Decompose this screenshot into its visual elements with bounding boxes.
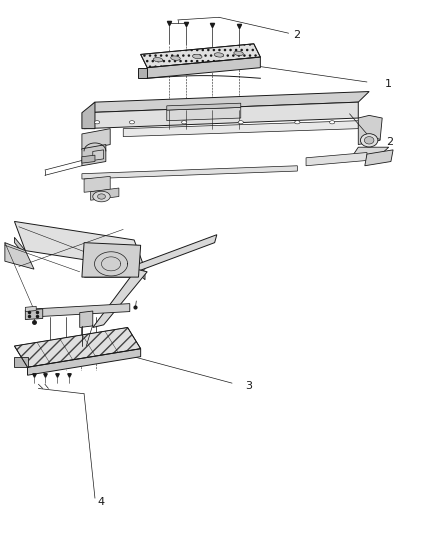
- Polygon shape: [91, 188, 119, 200]
- Polygon shape: [84, 176, 110, 192]
- Polygon shape: [82, 243, 141, 277]
- Ellipse shape: [192, 54, 202, 59]
- Polygon shape: [358, 115, 382, 144]
- Polygon shape: [167, 108, 241, 120]
- Polygon shape: [84, 102, 358, 128]
- Polygon shape: [306, 152, 367, 166]
- Text: 2: 2: [387, 137, 394, 147]
- Ellipse shape: [93, 191, 110, 202]
- Text: 1: 1: [385, 78, 392, 88]
- Polygon shape: [138, 68, 147, 78]
- Ellipse shape: [364, 136, 374, 144]
- Polygon shape: [14, 327, 141, 367]
- Ellipse shape: [171, 56, 180, 60]
- Ellipse shape: [295, 120, 300, 124]
- Ellipse shape: [182, 120, 187, 124]
- Ellipse shape: [329, 120, 335, 124]
- Polygon shape: [136, 235, 217, 272]
- Polygon shape: [25, 306, 36, 312]
- Polygon shape: [28, 349, 141, 375]
- Polygon shape: [350, 147, 389, 160]
- Polygon shape: [123, 120, 358, 136]
- Polygon shape: [147, 57, 260, 78]
- Ellipse shape: [238, 120, 244, 124]
- Text: 2: 2: [293, 30, 300, 40]
- Ellipse shape: [234, 51, 244, 55]
- Polygon shape: [80, 311, 93, 327]
- Polygon shape: [82, 128, 110, 150]
- Polygon shape: [167, 103, 241, 110]
- Polygon shape: [365, 150, 393, 166]
- Polygon shape: [84, 92, 369, 113]
- Polygon shape: [82, 144, 106, 166]
- Ellipse shape: [129, 120, 134, 124]
- Polygon shape: [14, 237, 25, 256]
- Ellipse shape: [153, 58, 163, 62]
- Polygon shape: [93, 150, 104, 160]
- Polygon shape: [82, 102, 95, 128]
- Polygon shape: [82, 155, 95, 163]
- Polygon shape: [14, 221, 145, 269]
- Polygon shape: [25, 309, 43, 319]
- Polygon shape: [134, 261, 145, 280]
- Polygon shape: [34, 304, 130, 317]
- Polygon shape: [5, 243, 34, 269]
- Polygon shape: [141, 44, 260, 68]
- Polygon shape: [82, 166, 297, 179]
- Ellipse shape: [360, 134, 378, 147]
- Polygon shape: [93, 269, 147, 327]
- Ellipse shape: [95, 120, 100, 124]
- Ellipse shape: [98, 194, 106, 199]
- Polygon shape: [14, 357, 28, 367]
- Ellipse shape: [214, 53, 224, 57]
- Text: 3: 3: [245, 381, 252, 391]
- Text: 4: 4: [97, 497, 104, 507]
